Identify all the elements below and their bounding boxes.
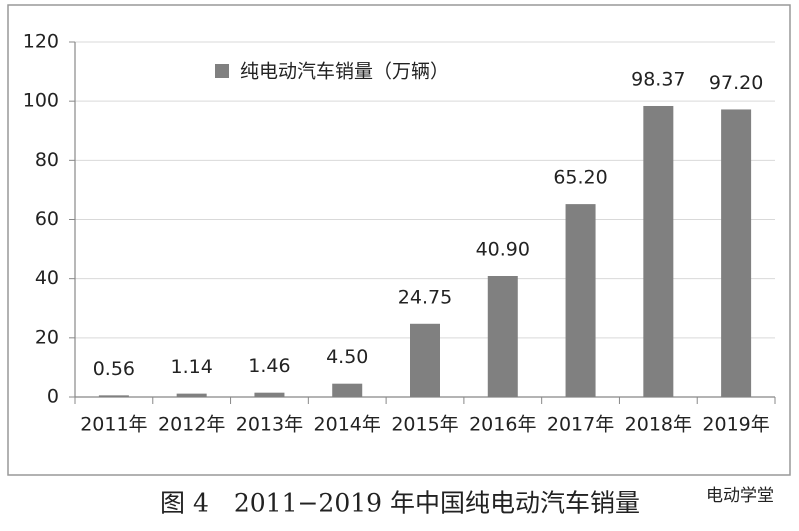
x-tick-label: 2014年 [314, 414, 381, 436]
bar [487, 276, 518, 397]
legend-swatch [215, 64, 229, 78]
x-tick-label: 2019年 [702, 414, 769, 436]
bar [565, 204, 596, 397]
x-tick-label: 2013年 [236, 414, 303, 436]
y-tick-label: 80 [35, 149, 59, 171]
y-tick-label: 20 [35, 326, 59, 348]
value-label: 1.14 [171, 356, 213, 378]
x-tick-label: 2012年 [158, 414, 225, 436]
value-label: 1.46 [248, 355, 290, 377]
x-tick-label: 2015年 [391, 414, 458, 436]
caption: 图 4 2011−2019 年中国纯电动汽车销量 [160, 489, 640, 518]
x-tick-label: 2018年 [625, 414, 692, 436]
bar [332, 383, 363, 397]
bar [98, 395, 129, 397]
value-label: 40.90 [476, 239, 530, 261]
y-tick-label: 60 [35, 208, 59, 230]
x-tick-label: 2011年 [80, 414, 147, 436]
value-label: 98.37 [631, 68, 685, 90]
value-label: 97.20 [709, 72, 763, 94]
y-tick-label: 0 [47, 386, 59, 408]
bar [176, 393, 207, 397]
bar [254, 392, 285, 397]
legend-label: 纯电动汽车销量（万辆） [240, 61, 449, 83]
y-tick-label: 40 [35, 267, 59, 289]
x-tick-label: 2016年 [469, 414, 536, 436]
bar [721, 109, 752, 397]
watermark: 电动学堂 [706, 486, 774, 506]
bar [410, 323, 440, 397]
value-label: 24.75 [398, 286, 452, 308]
value-label: 4.50 [326, 346, 368, 368]
bar [643, 105, 674, 398]
y-tick-label: 100 [23, 90, 59, 112]
value-label: 0.56 [93, 358, 135, 380]
x-tick-label: 2017年 [547, 414, 614, 436]
y-tick-label: 120 [23, 31, 59, 53]
value-label: 65.20 [553, 167, 607, 189]
